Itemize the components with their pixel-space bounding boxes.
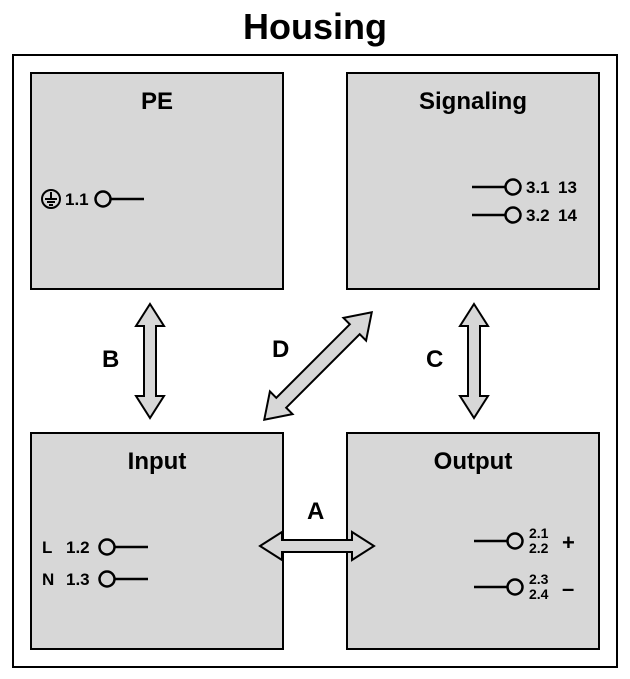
arrow-b — [130, 302, 170, 420]
output-terminal-2-suffix: – — [562, 576, 574, 602]
block-output: Output 2.1 2.2 + 2.3 2.4 – — [346, 432, 600, 650]
diagram-title: Housing — [0, 6, 630, 48]
signaling-terminal-1-suffix: 13 — [558, 178, 577, 198]
output-terminal-1-nums: 2.1 2.2 — [529, 526, 548, 555]
input-terminal-1-num: 1.2 — [66, 538, 90, 558]
block-signaling: Signaling 3.1 13 3.2 14 — [346, 72, 600, 290]
pe-terminal-1-num: 1.1 — [65, 190, 89, 210]
block-signaling-title: Signaling — [348, 88, 598, 116]
input-terminal-2-symbol — [98, 570, 152, 588]
input-terminal-1-symbol — [98, 538, 152, 556]
pe-terminal-1-symbol — [94, 190, 148, 208]
output-terminal-1-symbol — [470, 532, 524, 550]
input-terminal-1-prefix: L — [42, 538, 52, 558]
arrow-d — [236, 284, 400, 448]
arrow-b-label: B — [102, 346, 119, 374]
output-terminal-2-symbol — [470, 578, 524, 596]
output-terminal-2-nums: 2.3 2.4 — [529, 572, 548, 601]
signaling-terminal-1-num: 3.1 — [526, 178, 550, 198]
input-terminal-2-prefix: N — [42, 570, 54, 590]
output-terminal-1-suffix: + — [562, 530, 575, 556]
earth-icon — [40, 188, 62, 210]
block-input: Input L 1.2 N 1.3 — [30, 432, 284, 650]
arrow-d-label: D — [272, 336, 289, 364]
block-input-title: Input — [32, 448, 282, 476]
signaling-terminal-2-suffix: 14 — [558, 206, 577, 226]
block-output-title: Output — [348, 448, 598, 476]
housing-frame: PE 1.1 Signaling 3.1 13 3.2 14 — [12, 54, 618, 668]
arrow-c — [454, 302, 494, 420]
arrow-a-label: A — [307, 498, 324, 526]
signaling-terminal-2-num: 3.2 — [526, 206, 550, 226]
arrow-a — [258, 526, 376, 566]
signaling-terminal-2-symbol — [468, 206, 522, 224]
input-terminal-2-num: 1.3 — [66, 570, 90, 590]
block-pe-title: PE — [32, 88, 282, 116]
block-pe: PE 1.1 — [30, 72, 284, 290]
arrow-c-label: C — [426, 346, 443, 374]
signaling-terminal-1-symbol — [468, 178, 522, 196]
